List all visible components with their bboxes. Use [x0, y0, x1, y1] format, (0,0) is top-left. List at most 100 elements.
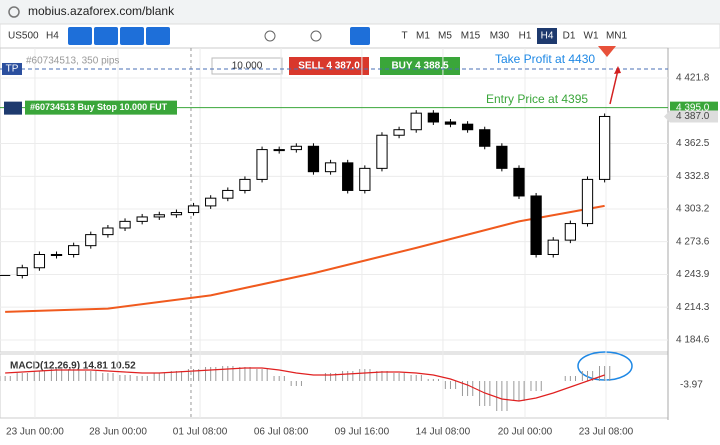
candle [256, 149, 268, 180]
period-active [537, 28, 557, 44]
symbol[interactable]: US500 [8, 31, 39, 42]
candle [187, 205, 200, 214]
period[interactable]: H1 [519, 31, 532, 42]
sell-button[interactable] [289, 57, 369, 75]
candle [444, 121, 457, 125]
tp-tag [2, 62, 22, 75]
y-tick-label: 4 214.3 [676, 302, 710, 313]
tp-arrow [609, 69, 619, 105]
candle [307, 145, 320, 173]
candle [479, 129, 491, 147]
x-tick-label: 20 Jul 00:00 [498, 427, 553, 438]
entry-annotation: Entry Price at 4395 [486, 92, 588, 106]
buy-label[interactable]: BUY 4 388.5 [391, 61, 449, 72]
candle [547, 239, 559, 255]
period[interactable]: M30 [490, 31, 510, 42]
tp-marker [598, 46, 616, 57]
candle [513, 167, 525, 197]
candle [50, 253, 63, 256]
tool-buttons [68, 27, 370, 45]
period[interactable]: D1 [563, 31, 576, 42]
url[interactable]: mobius.azaforex.com/blank [28, 4, 175, 18]
entry-tag-icon [4, 101, 22, 115]
macd-title: MACD(12,26,9) 14.81 10.52 [10, 361, 136, 372]
y-tick-label: 4 273.6 [676, 236, 710, 247]
tp-order-label: #60734513, 350 pips [26, 56, 119, 67]
last-price-tag [664, 110, 718, 123]
moving-average [5, 204, 605, 313]
period[interactable]: W1 [584, 31, 599, 42]
price-pane [0, 47, 669, 353]
tool-button[interactable] [68, 27, 92, 45]
tp-tag-text: TP [6, 64, 19, 75]
candle [102, 227, 114, 236]
macd-pane [0, 353, 669, 419]
candle [85, 234, 97, 247]
entry-tag [25, 100, 177, 115]
tp-annotation: Take Profit at 4430 [495, 52, 595, 66]
y-tick-label: 4 184.6 [676, 335, 710, 346]
candle [564, 223, 577, 241]
candle [119, 220, 131, 229]
y-tick-label: 4 332.8 [676, 171, 710, 182]
y-tick-label: 4 362.5 [676, 138, 710, 149]
timeframe[interactable]: H4 [46, 31, 59, 42]
tp-arrow-head [614, 66, 621, 74]
candle [496, 145, 508, 169]
candle [461, 123, 474, 131]
period[interactable]: MN1 [606, 31, 628, 42]
x-tick-label: 09 Jul 16:00 [335, 427, 390, 438]
x-tick-label: 23 Jun 00:00 [6, 427, 64, 438]
last-price-label: 4 387.0 [676, 111, 710, 122]
candle [153, 214, 165, 218]
period[interactable]: M15 [461, 31, 481, 42]
period[interactable]: M1 [416, 31, 430, 42]
entry-price-label: 4 395.0 [676, 102, 710, 113]
candle [136, 216, 148, 222]
candle [170, 212, 183, 216]
candle [273, 149, 285, 152]
candle [598, 115, 611, 180]
y-tick-label: 4 421.8 [676, 73, 710, 84]
candle [393, 129, 405, 136]
candle [205, 197, 217, 207]
buy-button[interactable] [380, 57, 460, 75]
candle [359, 167, 371, 191]
lock-icon [8, 6, 20, 18]
macd-tick-label: -3.97 [680, 380, 703, 391]
candle [342, 162, 354, 191]
tool-button[interactable] [94, 27, 118, 45]
candle [581, 178, 594, 225]
tool-button[interactable] [120, 27, 144, 45]
period[interactable]: M5 [438, 31, 452, 42]
candle [16, 267, 28, 276]
candle [239, 178, 251, 191]
entry-order-label: #60734513 Buy Stop 10.000 FUT [30, 102, 168, 112]
period[interactable]: T [401, 31, 407, 42]
zoom-in[interactable] [310, 30, 322, 42]
candle [68, 245, 80, 255]
candle [324, 162, 337, 173]
macd-signal [5, 367, 605, 402]
x-tick-label: 23 Jul 08:00 [579, 427, 634, 438]
quantity[interactable]: 10.000 [232, 61, 263, 72]
candle [427, 112, 439, 123]
browser-bar [0, 0, 720, 24]
candle [376, 134, 388, 169]
x-tick-label: 28 Jun 00:00 [89, 427, 147, 438]
zoom-out[interactable] [264, 30, 276, 42]
period[interactable]: H4 [541, 31, 554, 42]
sell-label[interactable]: SELL 4 387.0 [298, 61, 360, 72]
chart-type[interactable] [350, 27, 370, 45]
tool-button[interactable] [146, 27, 170, 45]
candle [290, 145, 302, 151]
x-tick-label: 06 Jul 08:00 [254, 427, 309, 438]
candle [33, 253, 46, 269]
x-tick-label: 14 Jul 08:00 [416, 427, 471, 438]
candle [222, 189, 234, 199]
quantity-box[interactable] [211, 57, 283, 75]
x-tick-label: 01 Jul 08:00 [173, 427, 228, 438]
candle [410, 112, 422, 131]
